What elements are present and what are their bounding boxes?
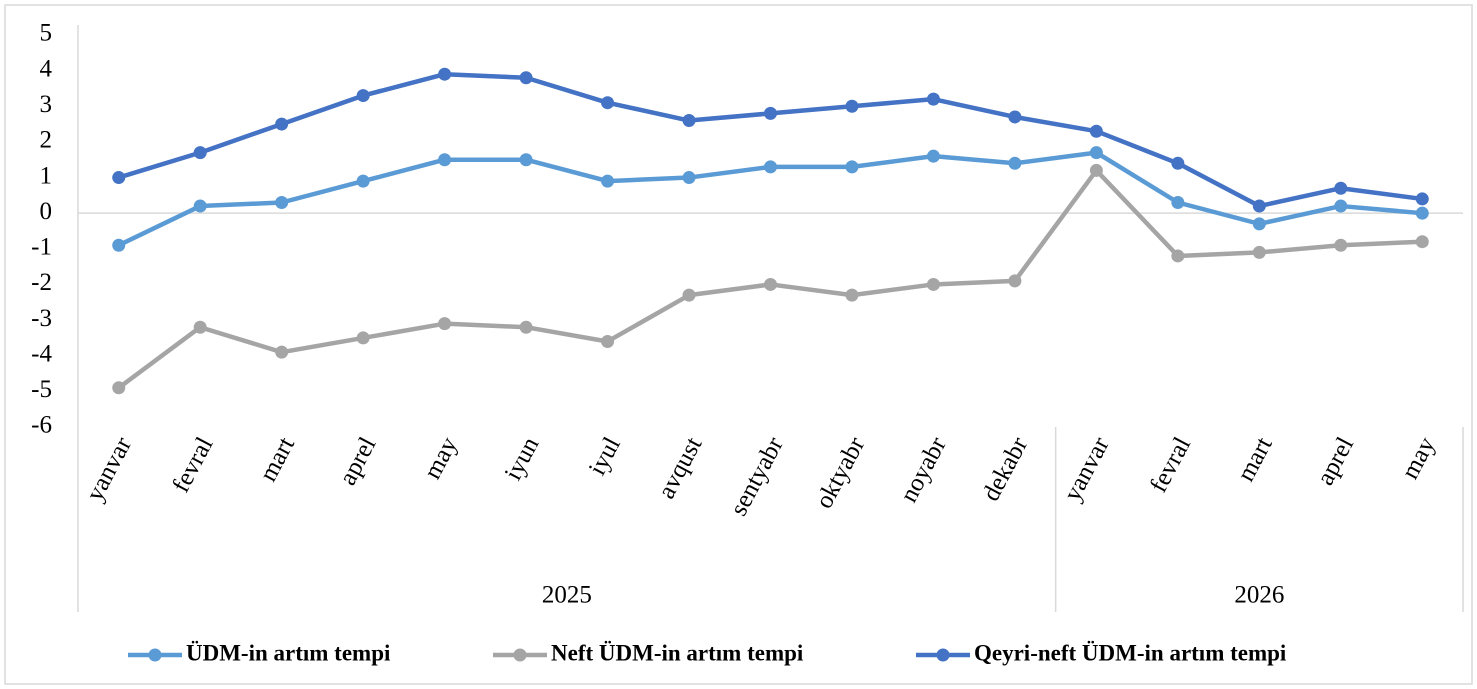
data-point <box>438 317 452 331</box>
series-line <box>118 71 1423 209</box>
x-tick-label: avqust <box>653 433 708 503</box>
x-tick-label: mart <box>255 433 300 486</box>
legend-marker <box>148 648 162 662</box>
x-tick-label: yanvar <box>81 432 137 505</box>
chart-frame <box>4 4 1473 685</box>
data-point <box>1334 199 1348 213</box>
data-point <box>519 320 533 334</box>
legend-label: ÜDM-in artım tempi <box>186 640 391 665</box>
data-point <box>1171 156 1185 170</box>
data-point <box>1008 156 1022 170</box>
data-point <box>601 334 615 348</box>
data-point <box>112 238 126 252</box>
data-point <box>112 171 126 185</box>
data-point <box>1334 238 1348 252</box>
legend-label: Qeyri-neft ÜDM-in artım tempi <box>974 640 1287 665</box>
x-tick-label: iyun <box>500 432 545 484</box>
y-tick-label: -1 <box>31 234 52 261</box>
data-point <box>926 149 940 163</box>
x-tick-label: dekabr <box>977 432 1033 505</box>
data-point <box>845 160 859 174</box>
data-point <box>682 288 696 302</box>
data-point <box>926 92 940 106</box>
data-point <box>1415 192 1429 206</box>
y-tick-label: 0 <box>40 198 53 225</box>
y-tick-label: -3 <box>31 305 52 332</box>
data-point <box>1252 245 1266 259</box>
data-point <box>1334 181 1348 195</box>
data-point <box>519 71 533 85</box>
x-tick-label: fevral <box>167 433 218 497</box>
legend-marker <box>936 648 950 662</box>
y-tick-label: -5 <box>31 376 52 403</box>
data-point <box>356 89 370 103</box>
data-point <box>1252 199 1266 213</box>
group-label: 2026 <box>1234 582 1284 609</box>
data-point <box>682 171 696 185</box>
data-point <box>601 174 615 188</box>
data-point <box>193 146 207 160</box>
legend-label: Neft ÜDM-in artım tempi <box>551 640 804 665</box>
y-tick-label: 2 <box>40 127 53 154</box>
data-point <box>845 99 859 113</box>
data-point <box>601 96 615 110</box>
data-point <box>438 153 452 167</box>
data-point <box>1089 124 1103 138</box>
y-tick-label: -2 <box>31 269 52 296</box>
x-tick-label: aprel <box>1312 433 1359 490</box>
data-point <box>1171 195 1185 209</box>
y-tick-label: 3 <box>40 91 53 118</box>
data-point <box>1415 235 1429 249</box>
data-point <box>1089 163 1103 177</box>
data-point <box>926 277 940 291</box>
x-tick-label: noyabr <box>895 432 952 507</box>
y-tick-label: -6 <box>31 412 52 439</box>
y-tick-label: 1 <box>40 162 53 189</box>
group-label: 2025 <box>542 582 592 609</box>
data-point <box>1008 110 1022 124</box>
data-point <box>764 277 777 291</box>
data-point <box>1415 206 1429 220</box>
data-point <box>1252 217 1266 231</box>
x-tick-label: aprel <box>334 433 381 490</box>
x-tick-label: sentyabr <box>725 432 789 520</box>
data-point <box>112 381 126 395</box>
data-point <box>1089 146 1103 160</box>
data-point <box>275 195 289 209</box>
data-point <box>275 117 289 131</box>
x-tick-label: iyul <box>584 433 626 480</box>
x-tick-label: may <box>1397 432 1441 483</box>
y-tick-label: 4 <box>40 55 53 82</box>
data-point <box>845 288 859 302</box>
data-point <box>356 331 370 345</box>
y-tick-label: -4 <box>31 340 52 367</box>
data-point <box>438 67 452 81</box>
x-tick-label: mart <box>1232 433 1277 486</box>
data-point <box>764 160 777 174</box>
x-tick-label: yanvar <box>1059 432 1115 505</box>
y-tick-label: 5 <box>40 20 53 47</box>
data-point <box>1171 249 1185 263</box>
data-point <box>519 153 533 167</box>
data-point <box>764 106 777 120</box>
data-point <box>1008 274 1022 288</box>
data-point <box>193 199 207 213</box>
data-point <box>275 345 289 359</box>
data-point <box>682 114 696 128</box>
legend-marker <box>513 648 527 662</box>
x-tick-label: may <box>419 432 463 483</box>
data-point <box>356 174 370 188</box>
x-tick-label: fevral <box>1145 433 1196 497</box>
data-point <box>193 320 207 334</box>
x-tick-label: oktyabr <box>811 432 871 513</box>
